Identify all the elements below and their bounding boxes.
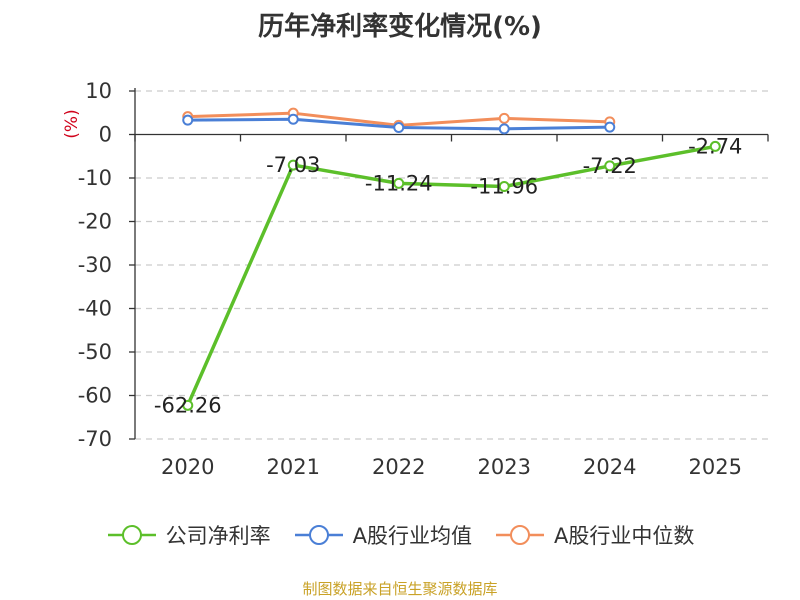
series-line [186,144,716,407]
legend-line-marker-icon [107,525,156,545]
y-tick-label: -40 [78,297,112,321]
data-point [498,123,510,135]
x-tick-label: 2021 [267,455,320,479]
axes: 10 0 -10 -20 -30 -40 -50 -60 -70 2020 2021 2022 2023… [78,79,769,479]
data-label: -7.03 [266,153,320,177]
legend-label: 公司净利率 [165,524,271,548]
data-labels: -62.26 -7.03 -11.24 -11.96 -7.22 -2.74 [154,134,743,417]
y-tick-label: -70 [78,427,112,451]
data-point [498,112,510,124]
legend-line-marker-icon [496,525,544,545]
legend-item[interactable]: A股行业中位数 [494,520,694,550]
data-point [604,160,616,172]
series-lines [182,107,721,411]
y-axis-unit-label: (%) [62,109,82,138]
y-tick-label: -20 [78,210,112,234]
legend-line-marker-icon [294,525,343,545]
legend-swatch-circle [510,525,530,545]
x-tick-label: 2020 [161,455,214,479]
data-point [393,122,405,134]
legend-label: A股行业中位数 [554,524,695,548]
chart-title: 历年净利率变化情况(%) [258,12,542,42]
data-point [604,121,616,133]
data-point [709,140,721,152]
x-tick-label: 2025 [689,455,742,479]
legend-label: A股行业均值 [352,524,472,548]
data-point [182,399,194,411]
x-tick-label: 2022 [372,455,425,479]
y-tick-label: -10 [78,166,112,190]
y-tick-label: 0 [99,123,112,147]
data-label: -7.22 [583,154,637,178]
data-point [498,181,510,193]
y-tick-label: -60 [78,384,112,408]
data-label: -62.26 [154,393,222,417]
y-tick-label: -30 [78,253,112,277]
data-point [393,177,405,189]
data-point [287,113,299,125]
data-label: -11.24 [365,171,433,195]
legend: 公司净利率 A股行业均值 A股行业中位数 [0,520,800,550]
legend-swatch-circle [308,525,329,545]
x-tick-label: 2024 [583,455,636,479]
data-point [287,159,299,171]
gridlines [135,90,768,440]
legend-item[interactable]: 公司净利率 [106,520,271,550]
x-tick-label: 2023 [478,455,531,479]
legend-item[interactable]: A股行业均值 [293,520,472,550]
data-label: -11.96 [470,175,538,199]
y-tick-label: -50 [78,340,112,364]
data-point [182,114,194,126]
data-label: -2.74 [688,134,742,158]
y-tick-label: 10 [85,79,112,103]
data-source-note: 制图数据来自恒生聚源数据库 [302,580,498,598]
legend-swatch-circle [121,525,142,545]
